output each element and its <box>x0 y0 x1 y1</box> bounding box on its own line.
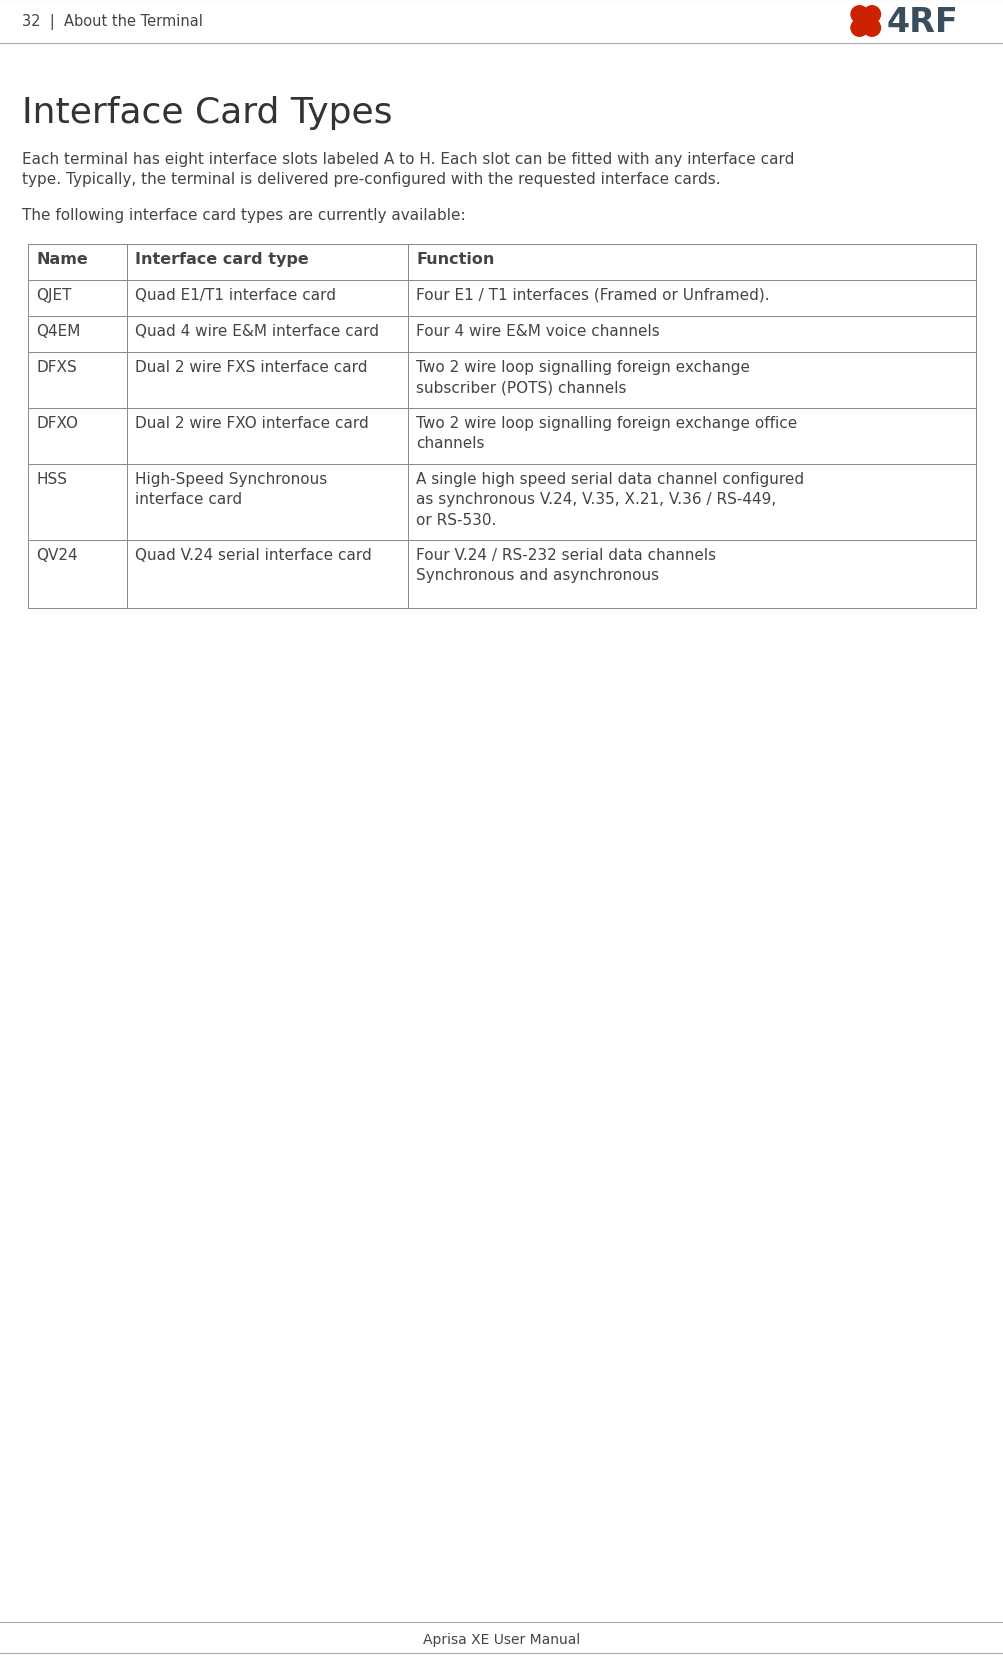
Bar <box>28 465 975 541</box>
Text: Aprisa XE User Manual: Aprisa XE User Manual <box>423 1632 580 1647</box>
Text: Function: Function <box>416 252 494 266</box>
Text: Two 2 wire loop signalling foreign exchange
subscriber (POTS) channels: Two 2 wire loop signalling foreign excha… <box>416 359 749 396</box>
Bar <box>28 541 975 609</box>
Text: QV24: QV24 <box>36 548 77 563</box>
Circle shape <box>863 7 880 23</box>
Bar <box>28 245 975 281</box>
Text: DFXO: DFXO <box>36 415 78 430</box>
Text: Four E1 / T1 interfaces (Framed or Unframed).: Four E1 / T1 interfaces (Framed or Unfra… <box>416 288 769 303</box>
Circle shape <box>863 20 880 36</box>
Text: Dual 2 wire FXS interface card: Dual 2 wire FXS interface card <box>134 359 367 374</box>
Text: 4RF: 4RF <box>886 5 957 38</box>
Text: Each terminal has eight interface slots labeled A to H. Each slot can be fitted : Each terminal has eight interface slots … <box>22 152 793 167</box>
Text: 32  |  About the Terminal: 32 | About the Terminal <box>22 13 203 30</box>
Text: Name: Name <box>36 252 88 266</box>
Bar <box>28 316 975 353</box>
Text: Interface card type: Interface card type <box>134 252 308 266</box>
Text: Q4EM: Q4EM <box>36 324 80 339</box>
Text: Quad E1/T1 interface card: Quad E1/T1 interface card <box>134 288 335 303</box>
Bar <box>28 409 975 465</box>
Text: Interface Card Types: Interface Card Types <box>22 96 392 131</box>
Text: Four V.24 / RS-232 serial data channels
Synchronous and asynchronous: Four V.24 / RS-232 serial data channels … <box>416 548 715 583</box>
Bar <box>28 353 975 409</box>
Text: DFXS: DFXS <box>36 359 77 374</box>
Bar <box>28 281 975 316</box>
Circle shape <box>851 20 868 36</box>
Text: Two 2 wire loop signalling foreign exchange office
channels: Two 2 wire loop signalling foreign excha… <box>416 415 796 452</box>
Text: Quad 4 wire E&M interface card: Quad 4 wire E&M interface card <box>134 324 378 339</box>
Text: QJET: QJET <box>36 288 71 303</box>
Text: A single high speed serial data channel configured
as synchronous V.24, V.35, X.: A single high speed serial data channel … <box>416 472 803 528</box>
Circle shape <box>851 7 868 23</box>
Text: High-Speed Synchronous
interface card: High-Speed Synchronous interface card <box>134 472 327 506</box>
Text: Quad V.24 serial interface card: Quad V.24 serial interface card <box>134 548 371 563</box>
Text: Four 4 wire E&M voice channels: Four 4 wire E&M voice channels <box>416 324 659 339</box>
Text: The following interface card types are currently available:: The following interface card types are c… <box>22 209 465 223</box>
Text: Dual 2 wire FXO interface card: Dual 2 wire FXO interface card <box>134 415 368 430</box>
Text: HSS: HSS <box>36 472 67 487</box>
Text: type. Typically, the terminal is delivered pre-configured with the requested int: type. Typically, the terminal is deliver… <box>22 172 720 187</box>
